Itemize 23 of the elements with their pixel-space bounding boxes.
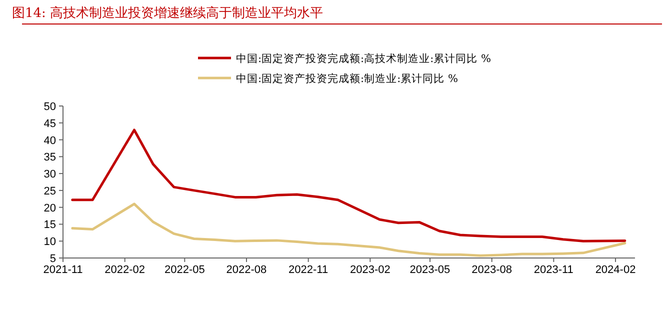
y-tick-label: 10 [44,236,56,248]
y-tick-label: 45 [44,118,56,130]
x-tick-label: 2022-08 [226,264,267,276]
legend-label: 中国:固定资产投资完成额:高技术制造业:累计同比 % [236,52,491,65]
x-tick-label: 2023-08 [472,264,512,276]
y-tick-label: 20 [44,202,56,214]
x-tick-label: 2024-02 [595,264,636,276]
y-tick-label: 15 [44,219,56,232]
y-tick-label: 50 [44,101,56,113]
y-tick-label: 30 [44,168,56,181]
y-tick-label: 5 [50,253,56,265]
x-tick-label: 2023-02 [350,264,390,276]
chart-title: 图14: 高技术制造业投资增速继续高于制造业平均水平 [12,5,324,21]
x-tick-label: 2022-11 [288,264,328,276]
x-tick-label: 2022-02 [104,264,146,276]
x-tick-label: 2023-11 [534,264,574,276]
y-tick-label: 40 [44,134,56,147]
x-tick-label: 2023-05 [410,264,450,276]
y-tick-label: 25 [44,185,56,198]
x-tick-label: 2021-11 [43,264,83,276]
legend-label: 中国:固定资产投资完成额:制造业:累计同比 % [236,72,458,85]
x-tick-label: 2022-05 [164,264,205,276]
y-tick-label: 35 [44,152,56,164]
